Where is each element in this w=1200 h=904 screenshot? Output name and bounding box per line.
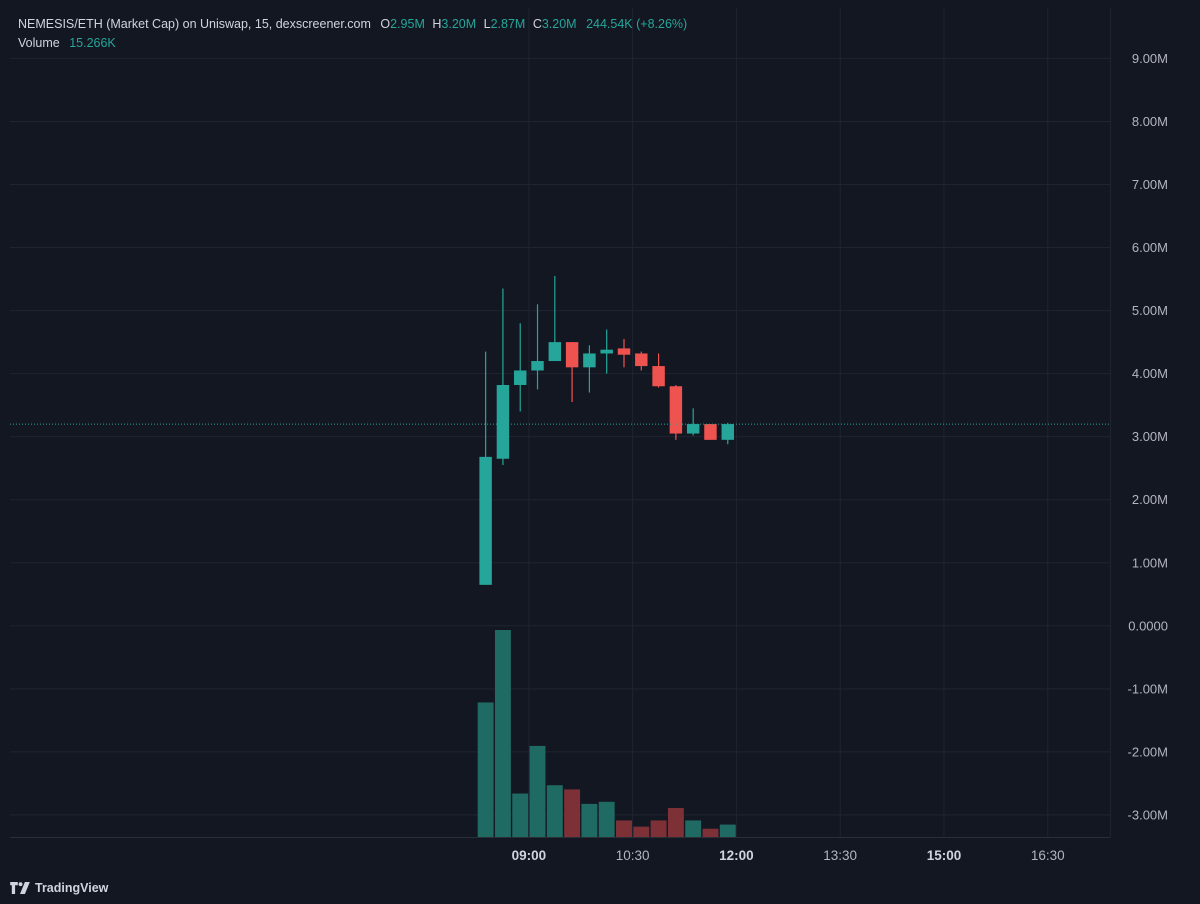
price-tick-label: 8.00M <box>1132 114 1168 129</box>
volume-bar <box>702 828 719 837</box>
volume-bar <box>564 789 581 837</box>
change-value: 244.54K (+8.26%) <box>586 17 688 31</box>
close-key: C <box>532 17 542 31</box>
candle-body <box>583 353 596 368</box>
low-key: L <box>483 17 491 31</box>
close-value: 3.20M <box>541 17 577 31</box>
tradingview-brand[interactable]: TradingView <box>10 881 108 895</box>
symbol-title: NEMESIS/ETH (Market Cap) on Uniswap, 15,… <box>18 17 371 31</box>
price-tick-label: -3.00M <box>1128 807 1168 822</box>
time-axis[interactable]: 09:00 10:30 12:00 13:30 15:00 16:30 <box>512 848 1065 863</box>
price-tick-label: 4.00M <box>1132 366 1168 381</box>
time-tick-label: 15:00 <box>927 848 962 863</box>
time-tick-label: 10:30 <box>616 848 650 863</box>
brand-name: TradingView <box>35 881 109 895</box>
volume-value: 15.266K <box>69 36 116 50</box>
candle-body <box>496 384 510 459</box>
high-value: 3.20M <box>441 17 477 31</box>
price-tick-label: 0.0000 <box>1128 618 1168 633</box>
ohlc-legend: NEMESIS/ETH (Market Cap) on Uniswap, 15,… <box>18 17 687 31</box>
volume-bars <box>477 630 736 837</box>
volume-bar <box>685 820 702 837</box>
volume-bar <box>616 820 632 837</box>
candle-body <box>565 342 579 368</box>
low-value: 2.87M <box>490 17 526 31</box>
candle-body <box>513 370 527 385</box>
volume-bar <box>494 630 511 837</box>
candle-body <box>652 366 665 387</box>
price-tick-label: -1.00M <box>1128 681 1168 696</box>
time-tick-label: 09:00 <box>512 848 547 863</box>
price-tick-label: 6.00M <box>1132 240 1168 255</box>
volume-bar <box>477 702 494 837</box>
price-tick-label: 9.00M <box>1132 51 1168 66</box>
volume-bar <box>546 785 563 837</box>
price-tick-label: -2.00M <box>1128 744 1168 759</box>
open-value: 2.95M <box>390 17 425 31</box>
time-tick-label: 12:00 <box>719 848 754 863</box>
high-key: H <box>432 17 442 31</box>
candle-body <box>721 424 734 440</box>
price-tick-label: 3.00M <box>1132 429 1168 444</box>
candle-body <box>600 349 613 354</box>
volume-bar <box>650 820 667 837</box>
price-tick-label: 7.00M <box>1132 177 1168 192</box>
volume-bar <box>598 801 615 837</box>
time-tick-label: 16:30 <box>1031 848 1065 863</box>
volume-bar <box>633 826 650 837</box>
volume-key: Volume <box>18 36 60 50</box>
price-tick-label: 2.00M <box>1132 492 1168 507</box>
volume-legend: Volume 15.266K <box>18 36 116 50</box>
time-tick-label: 13:30 <box>823 848 857 863</box>
volume-bar <box>581 803 598 837</box>
candle-body <box>479 456 492 585</box>
candle-body <box>531 361 544 371</box>
candles <box>479 275 734 585</box>
candle-body <box>704 424 717 440</box>
price-tick-label: 5.00M <box>1132 303 1168 318</box>
volume-bar <box>719 824 736 837</box>
volume-bar <box>529 745 546 837</box>
grid <box>10 8 1111 838</box>
price-axis[interactable]: 9.00M 8.00M 7.00M 6.00M 5.00M 4.00M 3.00M 2.00M… <box>1128 51 1168 823</box>
candle-body <box>635 353 648 367</box>
volume-bar <box>667 808 684 837</box>
candle-body <box>617 348 631 355</box>
open-key: O <box>380 17 391 31</box>
price-tick-label: 1.00M <box>1132 555 1168 570</box>
tradingview-logo-icon <box>10 882 30 894</box>
candle-body <box>669 386 683 434</box>
candle-body <box>548 342 562 362</box>
volume-bar <box>512 793 529 837</box>
candle-body <box>686 424 700 434</box>
